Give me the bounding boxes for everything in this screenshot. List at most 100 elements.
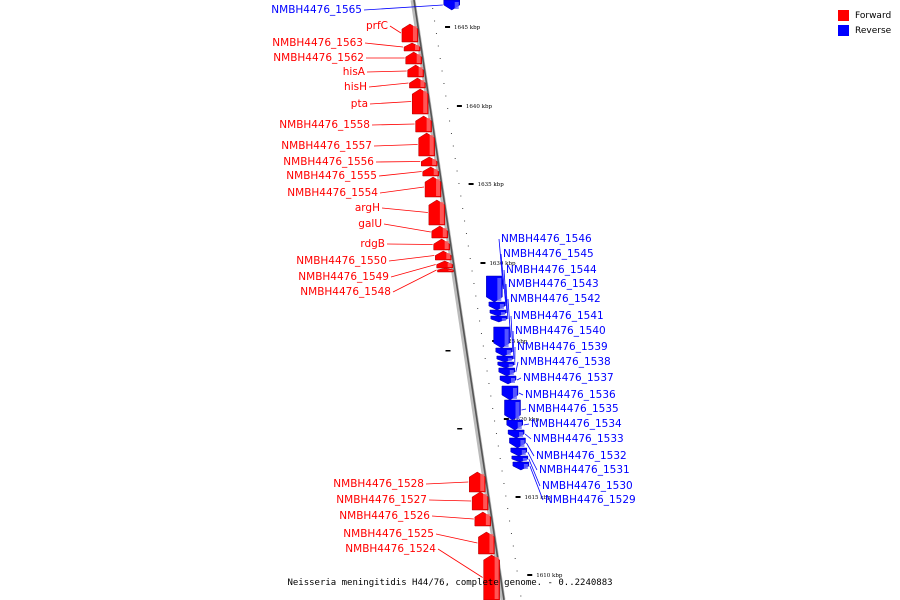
scale-tick-label: 1640 kbp bbox=[466, 104, 493, 110]
gene-connector bbox=[364, 42, 404, 48]
gene-label: NMBH4476_1527 bbox=[336, 494, 427, 506]
gene-feature-highlight bbox=[432, 159, 437, 165]
gene-feature-highlight bbox=[426, 118, 431, 131]
gene-label: NMBH4476_1525 bbox=[343, 528, 434, 540]
scale-tick-label: 1635 kbp bbox=[478, 182, 505, 188]
gene-connector bbox=[379, 186, 425, 194]
gene-feature-highlight bbox=[444, 241, 449, 249]
gene-feature-highlight bbox=[447, 263, 452, 267]
gene-feature-highlight bbox=[515, 402, 520, 419]
minor-tick bbox=[464, 220, 466, 222]
gene-feature-highlight bbox=[504, 329, 509, 347]
gene-connector bbox=[528, 458, 541, 487]
gene-feature-highlight bbox=[519, 432, 524, 437]
gene-feature-highlight bbox=[522, 458, 527, 461]
gene-label: NMBH4476_1535 bbox=[528, 403, 619, 415]
gene-label: NMBH4476_1555 bbox=[286, 170, 377, 182]
minor-tick bbox=[465, 233, 467, 234]
minor-tick bbox=[473, 283, 475, 284]
minor-tick bbox=[507, 508, 509, 509]
minor-tick bbox=[458, 183, 460, 184]
minor-tick bbox=[486, 370, 488, 372]
gene-label: NMBH4476_1562 bbox=[273, 52, 364, 64]
gene-connector bbox=[431, 515, 474, 520]
gene-label: NMBH4476_1565 bbox=[271, 4, 362, 16]
gene-label: NMBH4476_1557 bbox=[281, 140, 372, 152]
gene-feature-highlight bbox=[500, 312, 505, 315]
gene-connector bbox=[369, 101, 412, 105]
gene-label: NMBH4476_1546 bbox=[501, 233, 592, 245]
scale-tick-label: 1625 kbp bbox=[501, 339, 528, 345]
gene-connector bbox=[516, 377, 522, 381]
gene-label: NMBH4476_1556 bbox=[283, 156, 374, 168]
gene-label: NMBH4476_1526 bbox=[339, 510, 430, 522]
gene-connector bbox=[518, 392, 524, 396]
minor-tick bbox=[490, 395, 492, 397]
gene-feature-highlight bbox=[512, 388, 517, 399]
minor-tick bbox=[435, 33, 437, 34]
gene-feature-highlight bbox=[506, 350, 511, 355]
gene-label: NMBH4476_1538 bbox=[520, 356, 611, 368]
gene-feature-highlight bbox=[429, 135, 434, 155]
minor-tick bbox=[477, 308, 479, 309]
gene-connector bbox=[371, 123, 415, 126]
scale-tick-label: 1620 kbp bbox=[513, 417, 540, 423]
minor-tick bbox=[501, 470, 503, 472]
backbone-line bbox=[413, 0, 505, 600]
gene-label: NMBH4476_1554 bbox=[287, 187, 378, 199]
gene-label: galU bbox=[358, 218, 382, 230]
gene-feature-highlight bbox=[442, 228, 447, 237]
minor-tick bbox=[452, 145, 454, 147]
gene-connector bbox=[373, 144, 418, 147]
minor-tick bbox=[520, 595, 522, 597]
gene-label: NMBH4476_1524 bbox=[345, 543, 436, 555]
gene-connector bbox=[515, 361, 519, 373]
gene-feature-highlight bbox=[415, 45, 420, 50]
gene-label: NMBH4476_1544 bbox=[506, 264, 597, 276]
legend-reverse-label: Reverse bbox=[855, 25, 892, 36]
gene-label: hisA bbox=[343, 66, 366, 78]
gene-feature-highlight bbox=[511, 378, 515, 383]
gene-label: NMBH4476_1541 bbox=[513, 310, 604, 322]
minor-tick bbox=[467, 245, 469, 247]
gene-feature-highlight bbox=[423, 91, 428, 113]
gene-label: NMBH4476_1545 bbox=[503, 248, 594, 260]
gene-connector bbox=[375, 161, 421, 163]
gene-connector bbox=[390, 264, 436, 278]
gene-feature-highlight bbox=[497, 278, 502, 301]
gene-feature-highlight bbox=[494, 557, 499, 599]
minor-tick bbox=[445, 95, 447, 97]
legend-forward: Forward bbox=[838, 8, 891, 23]
minor-tick bbox=[449, 120, 451, 122]
scale-tick bbox=[515, 496, 521, 498]
minor-tick bbox=[432, 8, 434, 9]
gene-feature-highlight bbox=[521, 450, 526, 455]
gene-connector bbox=[368, 82, 409, 88]
minor-tick bbox=[492, 408, 494, 409]
minor-tick bbox=[441, 70, 443, 72]
gene-connector bbox=[512, 330, 515, 360]
gene-feature-highlight bbox=[433, 169, 438, 175]
minor-tick bbox=[447, 108, 449, 109]
scale-tick-label: 1615 kbp bbox=[525, 495, 552, 501]
minor-tick bbox=[495, 433, 497, 434]
gene-feature-highlight bbox=[480, 474, 485, 491]
minor-tick bbox=[479, 320, 481, 322]
minor-tick bbox=[469, 258, 471, 259]
scale-tick bbox=[503, 418, 509, 420]
gene-connector bbox=[521, 408, 527, 411]
scale-tick bbox=[468, 183, 474, 185]
legend-reverse: Reverse bbox=[838, 23, 891, 38]
gene-connector bbox=[386, 243, 433, 245]
gene-connector bbox=[388, 255, 435, 262]
gene-connector bbox=[498, 238, 504, 290]
minor-tick bbox=[482, 345, 484, 347]
gene-feature-highlight bbox=[418, 67, 423, 76]
gene-feature-highlight bbox=[446, 253, 451, 259]
gene-feature-highlight bbox=[483, 494, 488, 509]
reverse-swatch bbox=[838, 25, 849, 36]
gene-label: NMBH4476_1532 bbox=[536, 450, 627, 462]
gene-label: NMBH4476_1542 bbox=[510, 293, 601, 305]
genome-caption: Neisseria meningitidis H44/76, complete … bbox=[287, 578, 613, 588]
minor-tick bbox=[460, 195, 462, 197]
